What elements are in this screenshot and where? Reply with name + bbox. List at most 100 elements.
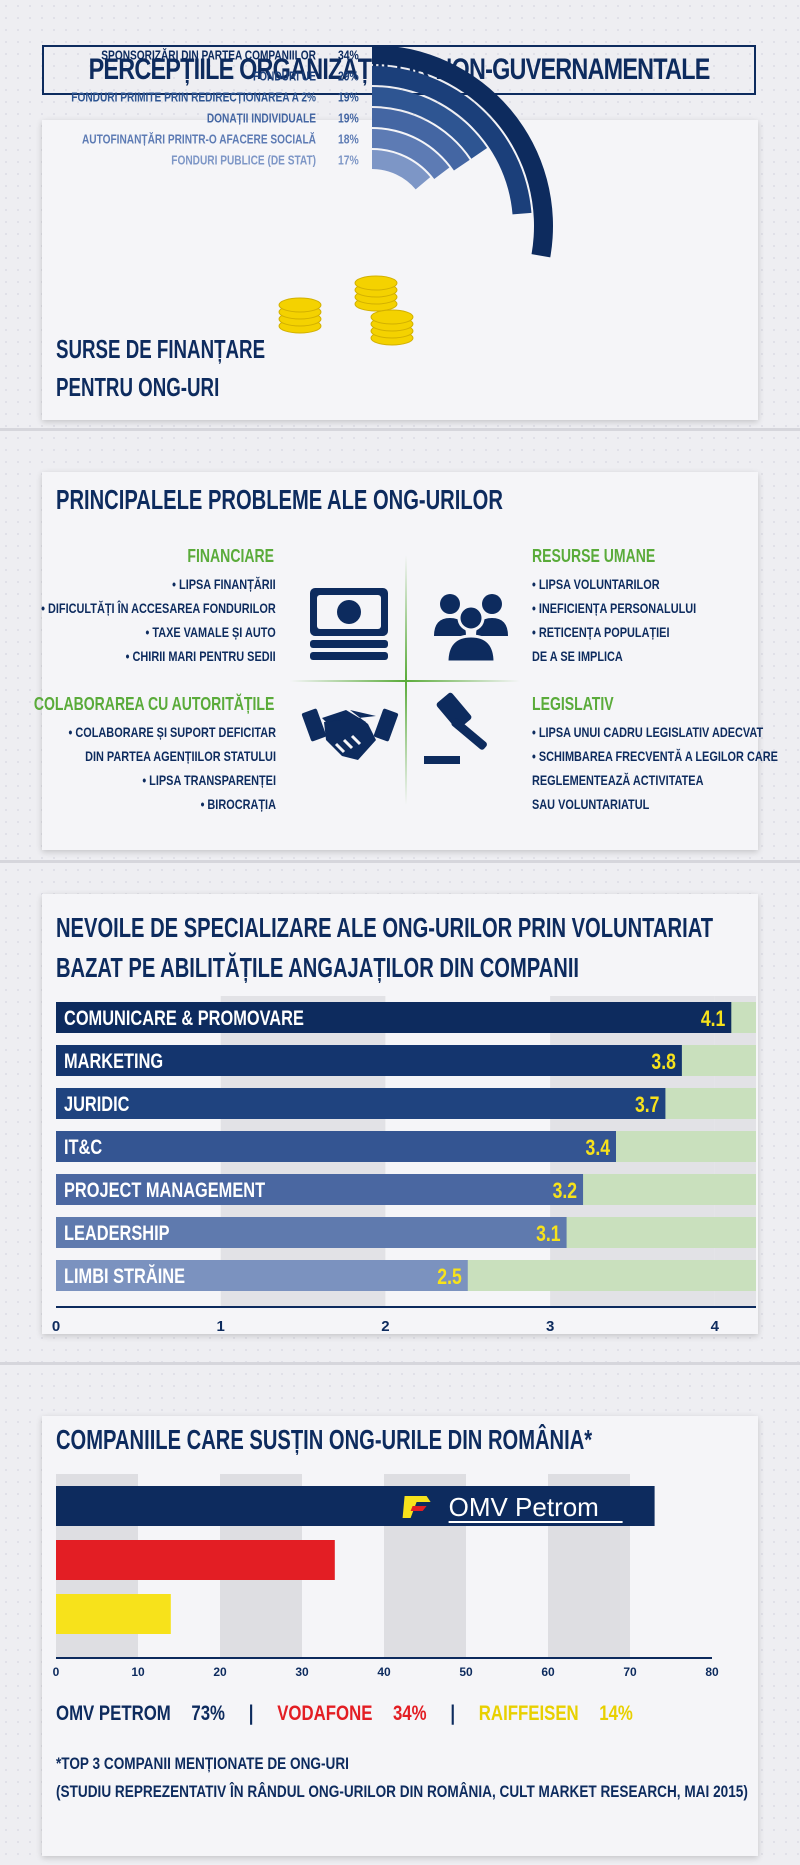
x-tick-label: 60 — [541, 1665, 555, 1679]
coin — [354, 275, 398, 291]
list-item: DE A SE IMPLICA — [532, 648, 623, 664]
bar — [56, 1088, 666, 1119]
money-icon — [310, 588, 388, 660]
legend-separator: | — [450, 1702, 456, 1725]
funding-value-label: 19% — [338, 90, 359, 104]
legend-name-raiffeisen: RAIFFEISEN — [478, 1702, 579, 1725]
divider — [0, 428, 800, 431]
omv-logo-icon-accent — [410, 1506, 427, 1511]
bar-value-label: 3.4 — [586, 1136, 610, 1160]
bar-value-label: 4.1 — [701, 1007, 725, 1031]
handshake-icon — [301, 708, 399, 760]
list-item: • COLABORARE ȘI SUPORT DEFICITAR — [68, 724, 276, 740]
x-tick-label: 50 — [459, 1665, 473, 1679]
quadrant-heading-financiare: FINANCIARE — [187, 546, 274, 566]
legend-value-raiffeisen: 14% — [599, 1702, 633, 1725]
x-tick-label: 10 — [131, 1665, 145, 1679]
funding-category-label: DONAȚII INDIVIDUALE — [207, 111, 316, 125]
coin — [278, 297, 322, 313]
problems-panel — [42, 472, 758, 850]
skills-title-line1: NEVOILE DE SPECIALIZARE ALE ONG-URILOR P… — [56, 912, 714, 943]
footnote-line1: *TOP 3 COMPANII MENȚIONATE DE ONG-URI — [56, 1754, 349, 1773]
bar-category-label: LEADERSHIP — [64, 1221, 170, 1244]
bar-category-label: COMUNICARE & PROMOVARE — [64, 1006, 304, 1029]
list-item: SAU VOLUNTARIATUL — [532, 796, 650, 812]
gavel-icon — [424, 692, 487, 764]
legend-name-omv: OMV PETROM — [56, 1702, 171, 1725]
problems-title: PRINCIPALELE PROBLEME ALE ONG-URILOR — [56, 484, 503, 515]
quadrant-heading-resurse-umane: RESURSE UMANE — [532, 546, 656, 566]
x-tick-label: 3 — [546, 1318, 554, 1335]
x-tick-label: 80 — [705, 1665, 719, 1679]
company-bar — [56, 1486, 655, 1526]
list-item: • TAXE VAMALE ȘI AUTO — [145, 624, 276, 640]
list-item: • BIROCRAȚIA — [200, 796, 276, 812]
funding-category-label: FONDURI UE — [253, 69, 316, 83]
bar-category-label: PROJECT MANAGEMENT — [64, 1178, 266, 1201]
footnote: *TOP 3 COMPANII MENȚIONATE DE ONG-URI (S… — [56, 1750, 800, 1806]
x-tick-label: 2 — [381, 1318, 389, 1335]
funding-title-line2: PENTRU ONG-URI — [56, 372, 220, 402]
list-item: • INEFICIENȚA PERSONALULUI — [532, 600, 697, 616]
footnote-line2: (STUDIU REPREZENTATIV ÎN RÂNDUL ONG-URIL… — [56, 1782, 748, 1801]
bar-category-label: IT&C — [64, 1135, 103, 1158]
funding-arc — [372, 45, 553, 258]
quadrant-list-financiare: • LIPSA FINANȚĂRII • DIFICULTĂȚI ÎN ACCE… — [0, 572, 276, 668]
funding-arc — [372, 150, 431, 190]
x-tick-label: 70 — [623, 1665, 637, 1679]
x-tick-label: 0 — [53, 1665, 60, 1679]
quadrant-heading-autoritati: COLABORAREA CU AUTORITĂȚILE — [33, 694, 274, 714]
x-tick-label: 0 — [52, 1318, 60, 1335]
bar-value-label: 2.5 — [437, 1265, 461, 1289]
skills-chart: COMUNICARE & PROMOVARE 4.1 MARKETING 3.8 JUR… — [52, 996, 756, 1335]
list-item: • CHIRII MARI PENTRU SEDII — [125, 648, 276, 664]
list-item: • LIPSA UNUI CADRU LEGISLATIV ADECVAT — [532, 724, 764, 740]
x-tick-label: 4 — [711, 1318, 720, 1335]
funding-arc — [372, 108, 470, 171]
bar — [56, 1002, 732, 1033]
list-item: • DIFICULTĂȚI ÎN ACCESAREA FONDURILOR — [41, 600, 276, 616]
funding-category-label: FONDURI PRIMITE PRIN REDIRECȚIONAREA A 2… — [71, 90, 316, 104]
companies-chart: OMV Petrom 0 10 20 30 40 50 60 70 80 — [53, 1474, 719, 1679]
bar — [56, 1260, 468, 1291]
bar — [56, 1131, 616, 1162]
x-tick-label: 30 — [295, 1665, 309, 1679]
list-item: DIN PARTEA AGENȚIILOR STATULUI — [85, 748, 276, 764]
bar-category-label: MARKETING — [64, 1049, 163, 1072]
list-item: • LIPSA TRANSPARENȚEI — [142, 772, 276, 788]
funding-arc — [372, 66, 532, 215]
list-item: • LIPSA VOLUNTARILOR — [532, 576, 660, 592]
companies-title: COMPANIILE CARE SUSȚIN ONG-URILE DIN ROM… — [56, 1424, 593, 1455]
funding-chart: SPONSORIZĂRI DIN PARTEA COMPANIILOR 34% FO… — [71, 45, 553, 346]
x-tick-label: 20 — [213, 1665, 227, 1679]
funding-category-label: AUTOFINANȚĂRI PRINTR-O AFACERE SOCIALĂ — [82, 132, 317, 146]
quadrant-heading-legislativ: LEGISLATIV — [532, 694, 614, 714]
funding-category-label: FONDURI PUBLICE (DE STAT) — [171, 153, 316, 167]
coin — [370, 309, 414, 325]
legend-name-vodafone: VODAFONE — [277, 1702, 373, 1725]
quadrant-cross — [290, 555, 520, 805]
divider — [0, 860, 800, 863]
funding-title-line1: SURSE DE FINANȚARE — [56, 334, 266, 364]
company-bar — [56, 1540, 335, 1580]
funding-value-label: 29% — [338, 69, 359, 83]
funding-arc — [372, 129, 450, 179]
x-tick-label: 1 — [217, 1318, 225, 1335]
company-bar — [56, 1594, 171, 1634]
omv-logo-icon — [402, 1496, 431, 1518]
bar-category-label: LIMBI STRĂINE — [64, 1264, 185, 1287]
quadrant-list-resurse-umane: • LIPSA VOLUNTARILOR • INEFICIENȚA PERSO… — [532, 572, 743, 668]
bar-value-label: 3.2 — [553, 1179, 577, 1203]
bar-category-label: JURIDIC — [64, 1092, 130, 1115]
quadrant-list-legislativ: • LIPSA UNUI CADRU LEGISLATIV ADECVAT • … — [532, 720, 800, 816]
list-item: • LIPSA FINANȚĂRII — [172, 576, 276, 592]
funding-value-label: 17% — [338, 153, 359, 167]
bar — [56, 1174, 584, 1205]
legend-value-vodafone: 34% — [392, 1702, 427, 1725]
funding-arc — [372, 87, 488, 159]
quadrant-list-autoritati: • COLABORARE ȘI SUPORT DEFICITAR DIN PAR… — [10, 720, 276, 816]
bar-value-label: 3.1 — [536, 1222, 560, 1246]
list-item: REGLEMENTEAZĂ ACTIVITATEA — [532, 772, 704, 788]
bar-value-label: 3.8 — [651, 1050, 675, 1074]
list-item: • SCHIMBAREA FRECVENTĂ A LEGILOR CARE — [532, 748, 778, 764]
